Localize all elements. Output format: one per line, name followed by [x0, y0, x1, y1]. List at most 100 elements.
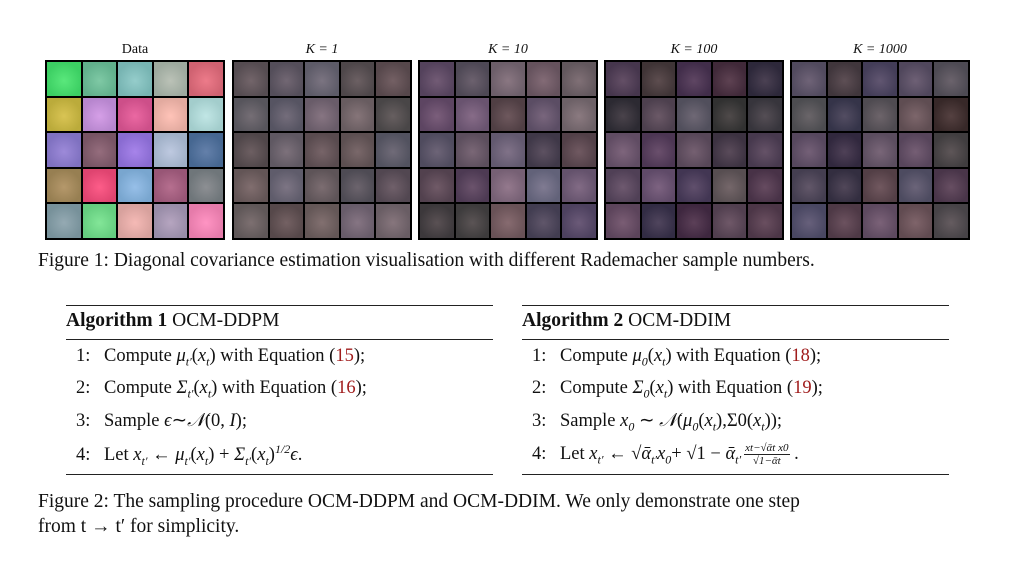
math: ᾱ	[725, 443, 736, 464]
subscript: 0	[692, 419, 699, 434]
image-cell	[827, 168, 862, 203]
image-cell	[47, 62, 81, 96]
math: x	[655, 378, 664, 398]
step-number: 4:	[76, 445, 91, 466]
text: ) with Equation (	[209, 346, 336, 366]
step-number: 3:	[532, 411, 547, 431]
text: .	[297, 445, 303, 466]
math: Σ	[176, 378, 188, 398]
text: ∼	[634, 411, 660, 431]
image-cell	[677, 168, 711, 203]
rule	[522, 339, 949, 340]
subscript: t	[204, 453, 209, 468]
image-cell	[118, 62, 152, 96]
math: x	[133, 445, 142, 466]
image-cell	[562, 133, 596, 167]
image-cell	[376, 97, 410, 132]
text: (	[676, 411, 684, 431]
step-number: 2:	[76, 378, 91, 398]
image-cell	[305, 97, 339, 132]
subscript: t	[265, 453, 269, 468]
image-cell	[82, 62, 117, 96]
image-cell	[562, 168, 596, 203]
image-cell	[934, 168, 968, 203]
image-cell	[305, 62, 339, 96]
subscript: 0	[665, 452, 672, 467]
figure-2-caption: Figure 2: The sampling procedure OCM-DDP…	[38, 491, 800, 512]
numerator: xt−√ᾱt x0	[744, 442, 790, 455]
text: );	[811, 378, 823, 398]
image-cell	[491, 97, 525, 132]
image-cell	[82, 204, 117, 238]
image-cell	[898, 97, 933, 132]
text: );	[353, 346, 366, 366]
image-cell	[748, 62, 782, 96]
image-cell	[677, 97, 711, 132]
subscript: t′	[141, 453, 148, 468]
algorithm-label: Algorithm 2	[522, 310, 624, 331]
image-cell	[827, 204, 862, 238]
math: x	[753, 411, 762, 431]
math: x	[199, 378, 208, 398]
image-cell	[420, 168, 454, 203]
subscript: t′	[245, 453, 252, 468]
image-cell	[712, 133, 747, 167]
image-cell	[234, 62, 268, 96]
image-cell	[898, 168, 933, 203]
image-cell	[376, 168, 410, 203]
image-cell	[792, 62, 826, 96]
subscript: 0	[641, 354, 648, 369]
math: x	[257, 445, 266, 466]
image-cell	[340, 204, 375, 238]
equation-ref: 16	[337, 378, 356, 398]
image-cell	[827, 62, 862, 96]
image-cell	[898, 62, 933, 96]
algorithm-name: OCM-DDIM	[628, 310, 732, 331]
image-cell	[792, 168, 826, 203]
image-grid	[604, 60, 784, 240]
image-grid	[418, 60, 598, 240]
image-cell	[269, 62, 304, 96]
image-cell	[606, 62, 640, 96]
image-cell	[376, 133, 410, 167]
image-cell	[376, 62, 410, 96]
text: Compute	[560, 378, 633, 398]
text: );	[809, 346, 822, 366]
image-cell	[420, 97, 454, 132]
text: )	[268, 445, 275, 466]
image-cell	[562, 62, 596, 96]
image-cell	[748, 204, 782, 238]
image-cell	[269, 168, 304, 203]
text: ) with Equation (	[211, 378, 338, 398]
algorithm-step: 2: Compute Σt′(xt) with Equation (16);	[76, 378, 367, 402]
image-cell	[189, 133, 223, 167]
image-cell	[526, 97, 561, 132]
image-cell	[118, 204, 152, 238]
math: Σ	[632, 378, 644, 398]
subscript: t	[761, 419, 765, 434]
panel-label: K = 100	[670, 42, 718, 57]
rule	[66, 339, 493, 340]
image-cell	[340, 97, 375, 132]
step-number: 3:	[76, 411, 91, 431]
math: x	[197, 346, 207, 366]
image-cell	[47, 97, 81, 132]
image-cell	[863, 168, 897, 203]
image-cell	[898, 204, 933, 238]
image-grid	[232, 60, 412, 240]
text: ) with Equation (	[667, 378, 794, 398]
math: ϵ	[290, 445, 298, 466]
math: x	[704, 411, 713, 431]
image-cell	[491, 62, 525, 96]
algorithm-step: 1: Compute μt′(xt) with Equation (15);	[76, 346, 365, 370]
image-cell	[606, 168, 640, 203]
math: μ	[632, 346, 642, 366]
text: ←	[147, 445, 176, 466]
image-cell	[606, 97, 640, 132]
text: (	[193, 378, 200, 398]
subscript: t′	[185, 354, 192, 369]
image-cell	[269, 97, 304, 132]
text: Let	[560, 443, 590, 464]
image-cell	[153, 62, 188, 96]
